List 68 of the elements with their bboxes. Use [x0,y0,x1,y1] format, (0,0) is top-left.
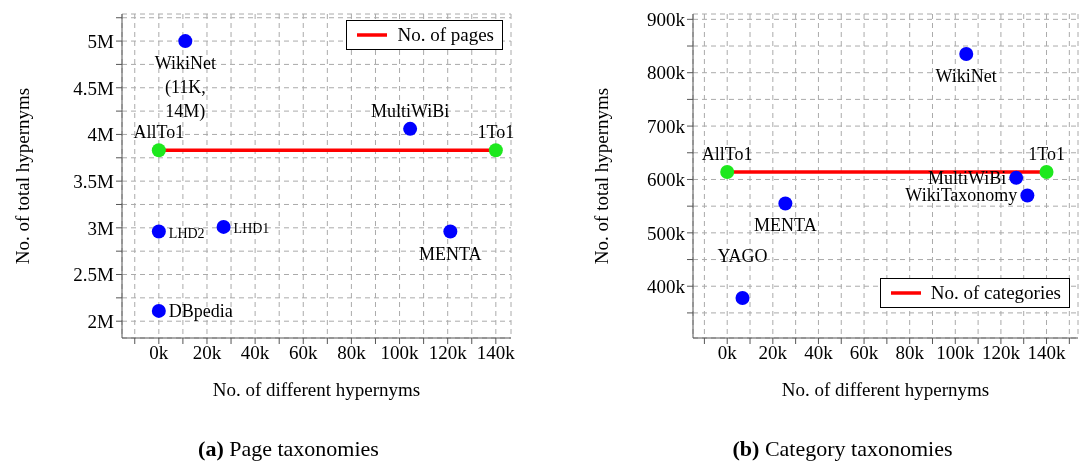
series-label: AllTo1 [701,144,753,164]
point [151,303,166,318]
point [735,290,750,305]
point [778,196,793,211]
y-tick-label: 3M [87,217,115,239]
series-label: WikiNet [154,53,216,74]
x-tick-label: 140k [476,342,516,364]
y-tick-label: 800k [647,62,686,84]
x-tick-label: 120k [428,342,468,364]
series-label: 1To1 [477,122,515,143]
y-axis-title: No. of total hypernyms [590,87,612,265]
y-tick-label: 400k [647,275,686,297]
point [151,224,166,239]
y-tick-label: 2M [87,310,115,332]
series-label: AllTo1 [133,122,185,143]
series-label: MENTA [754,215,817,236]
series-label: WikiNet [935,66,997,87]
point [488,143,503,158]
y-tick-label: 4.5M [73,77,115,99]
x-tick-label: 40k [804,342,834,364]
series-label: MENTA [419,243,482,264]
point [443,224,458,239]
series-label: 1To1 [1028,144,1065,164]
x-tick-label: 100k [936,342,975,364]
legend-label: No. of pages [397,24,494,46]
point [403,121,418,136]
x-tick-label: 140k [1027,342,1067,364]
x-tick-label: 100k [380,342,420,364]
x-tick-label: 120k [981,342,1021,364]
y-tick-label: 3.5M [73,170,115,192]
x-tick-label: 60k [289,342,319,364]
series-label: MultiWiBi [927,167,1007,188]
y-tick-label: 5M [87,30,115,52]
x-tick-label: 80k [337,342,367,364]
x-tick-label: 80k [895,342,925,364]
point [1039,165,1054,179]
series-label: YAGO [717,245,768,266]
x-tick-label: 0k [149,342,169,364]
x-axis-title: No. of different hypernyms [212,379,421,400]
y-tick-label: 2.5M [73,264,115,286]
y-tick-label: 600k [647,169,686,191]
y-tick-label: 4M [87,124,115,146]
point [720,165,735,179]
text: (a) Page taxonomies [197,436,380,462]
point [151,143,166,158]
x-tick-label: 40k [240,342,270,364]
point [1009,170,1024,185]
point [1020,188,1035,203]
point [216,219,231,234]
x-tick-label: 60k [849,342,879,364]
y-tick-label: 700k [647,115,686,137]
legend-label: No. of categories [930,282,1061,304]
series-label: DBpedia [168,300,233,321]
text: (b) Category taxonomies [731,436,954,462]
series-label: WikiTaxonomy [905,185,1018,206]
point [959,47,974,62]
x-tick-label: 20k [192,342,222,364]
x-axis-title: No. of different hypernyms [781,379,990,400]
annotation: (11K, 14M) [164,77,206,123]
y-tick-label: 900k [647,9,686,31]
series-label: LHD2 [168,225,205,241]
series-label: LHD1 [233,220,270,236]
y-tick-label: 500k [647,222,686,244]
x-tick-label: 20k [758,342,788,364]
x-tick-label: 0k [717,342,738,364]
point [178,34,193,49]
y-axis-title: No. of total hypernyms [11,87,33,265]
series-label: MultiWiBi [370,100,450,121]
